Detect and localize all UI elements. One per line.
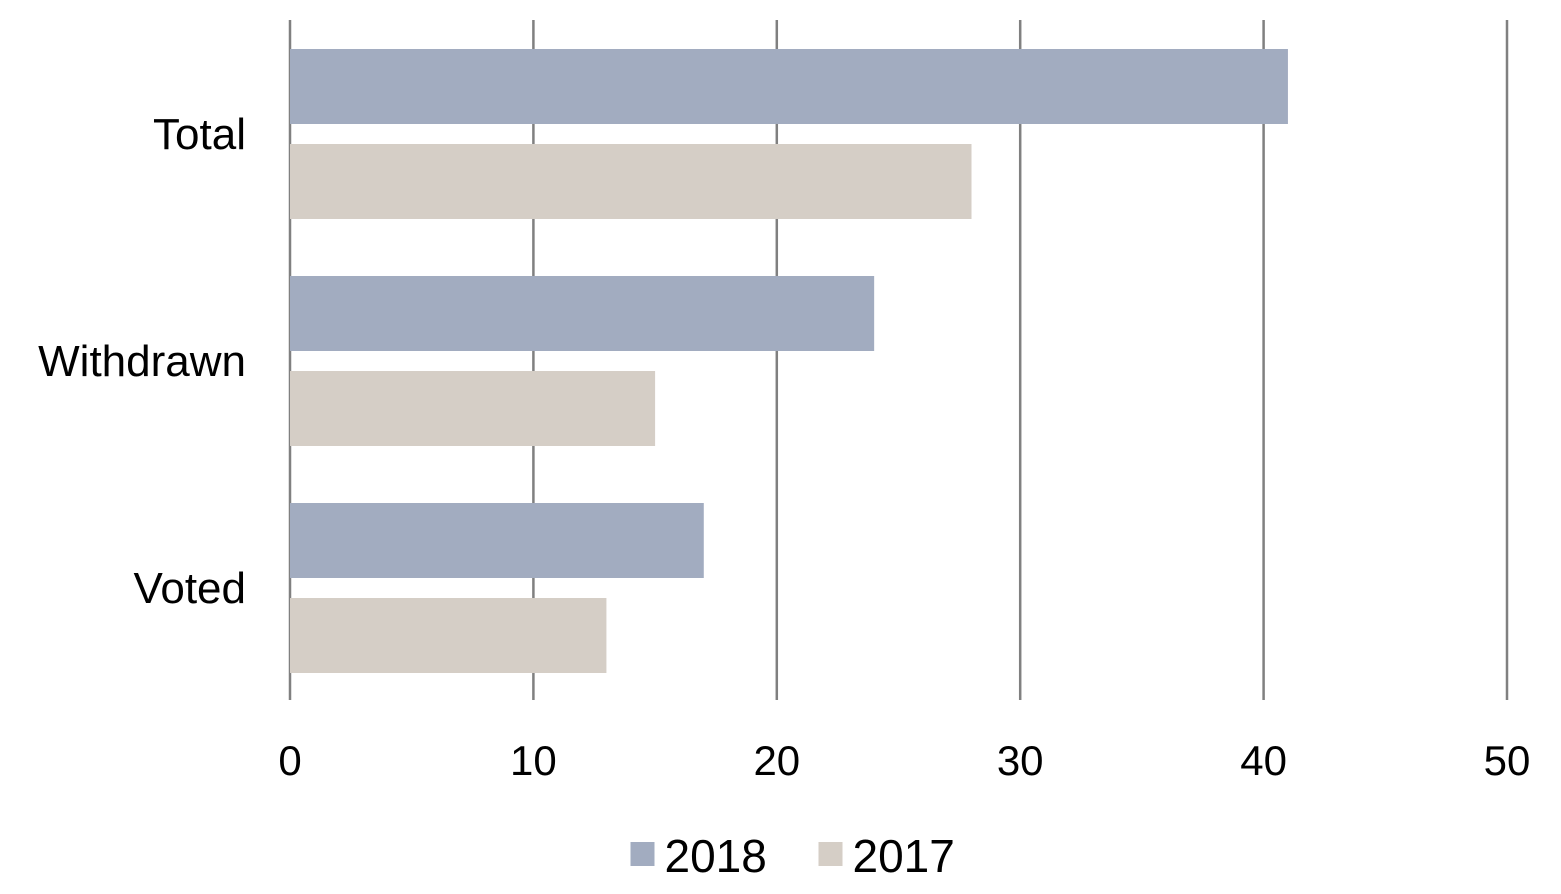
gridlines bbox=[288, 20, 1509, 700]
category-label-withdrawn: Withdrawn bbox=[38, 337, 246, 386]
x-tick-label-50: 50 bbox=[1484, 737, 1531, 784]
bar-total-2018 bbox=[290, 49, 1288, 124]
x-axis-ticks: 0 10 20 30 40 50 bbox=[278, 737, 1530, 784]
bar-voted-2018 bbox=[290, 503, 704, 578]
x-tick-label-10: 10 bbox=[510, 737, 557, 784]
bar-withdrawn-2018 bbox=[290, 276, 875, 351]
legend-swatch-2018 bbox=[630, 842, 655, 866]
bar-total-2017 bbox=[290, 144, 972, 219]
x-tick-label-40: 40 bbox=[1240, 737, 1287, 784]
bars bbox=[290, 49, 1288, 673]
legend-label-2017: 2017 bbox=[853, 830, 955, 882]
bar-withdrawn-2017 bbox=[290, 371, 656, 446]
legend-swatch-2017 bbox=[818, 842, 843, 866]
x-tick-label-0: 0 bbox=[278, 737, 301, 784]
legend-label-2018: 2018 bbox=[665, 830, 767, 882]
x-tick-label-30: 30 bbox=[997, 737, 1044, 784]
legend: 2018 2017 bbox=[630, 830, 955, 882]
category-labels: Total Withdrawn Voted bbox=[38, 110, 246, 613]
bar-voted-2017 bbox=[290, 598, 607, 673]
category-label-voted: Voted bbox=[133, 564, 246, 613]
x-tick-label-20: 20 bbox=[753, 737, 800, 784]
category-label-total: Total bbox=[153, 110, 246, 159]
